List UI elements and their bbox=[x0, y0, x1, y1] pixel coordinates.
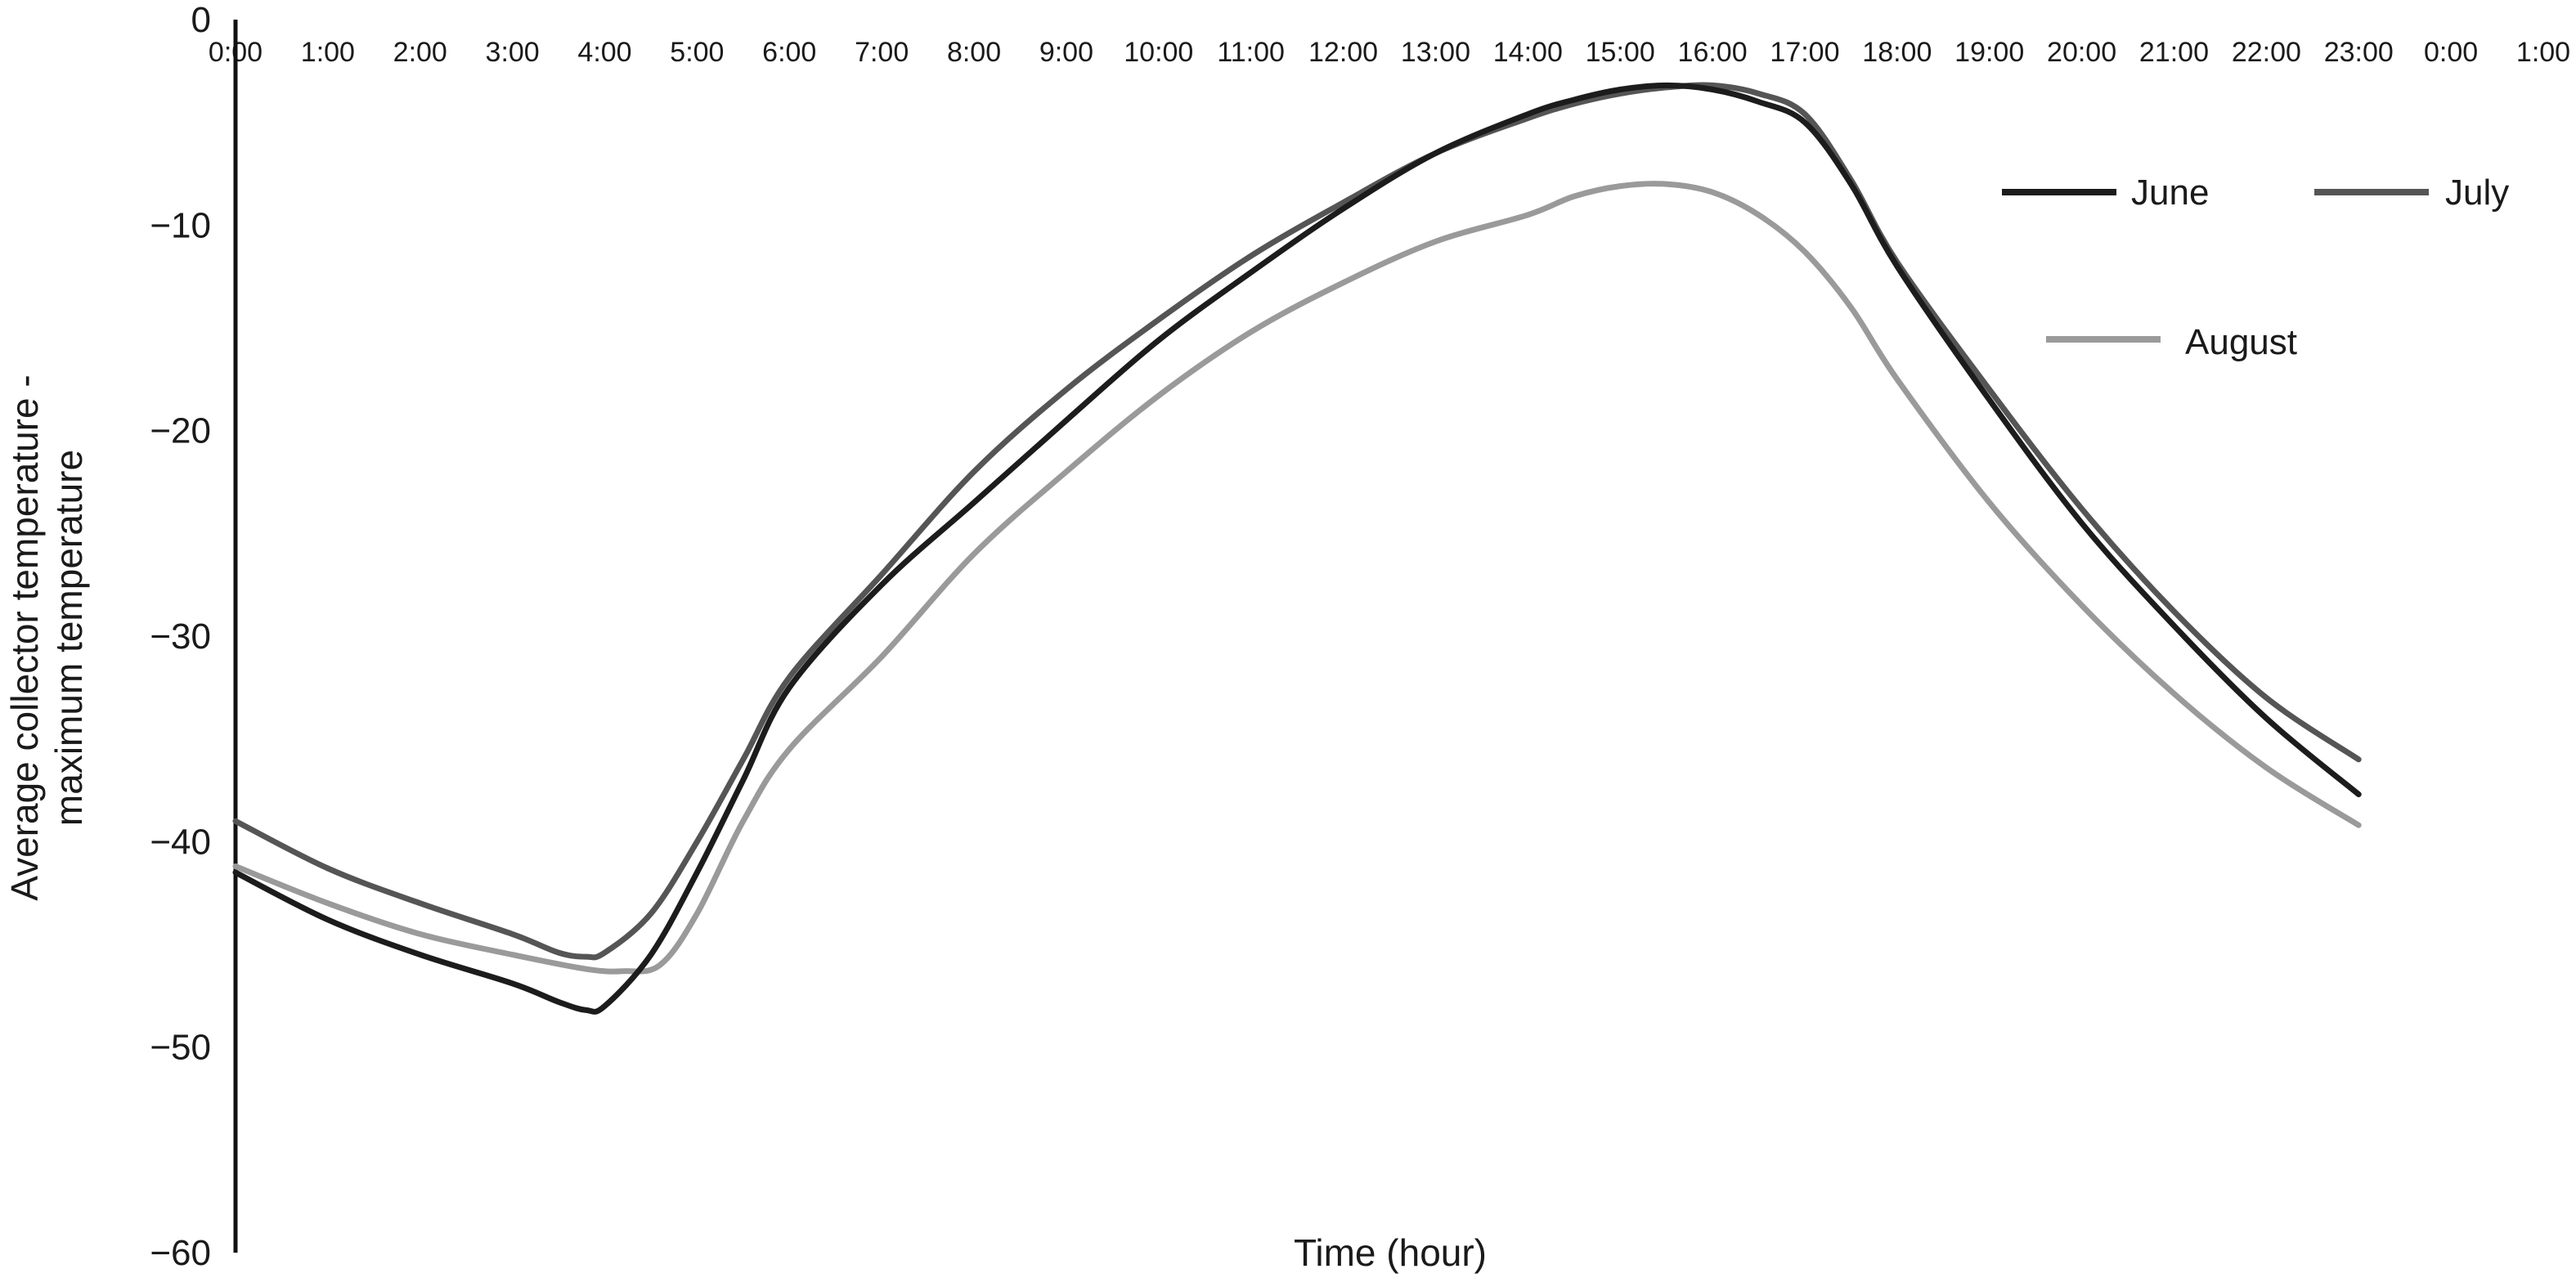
x-tick-label: 23:00 bbox=[2324, 37, 2394, 68]
x-tick-label: 9:00 bbox=[1039, 37, 1093, 68]
legend-item-june: June bbox=[2002, 173, 2209, 213]
x-tick-label: 20:00 bbox=[2047, 37, 2116, 68]
x-tick-label: 11:00 bbox=[1217, 37, 1285, 68]
series-line-july bbox=[232, 82, 2362, 961]
x-tick-label: 10:00 bbox=[1124, 37, 1193, 68]
x-axis-title: Time (hour) bbox=[1294, 1231, 1487, 1274]
y-axis-title-line-1: Average collector temperature - bbox=[3, 374, 46, 900]
x-tick-label: 18:00 bbox=[1862, 37, 1932, 68]
x-tick-label: 4:00 bbox=[577, 37, 631, 68]
x-tick-label: 2:00 bbox=[393, 37, 447, 68]
y-tick-label: −60 bbox=[150, 1233, 211, 1273]
x-tick-label: 19:00 bbox=[1954, 37, 2024, 68]
y-axis-title: Average collector temperature - maximum … bbox=[3, 374, 90, 900]
y-tick-label: −30 bbox=[150, 617, 211, 657]
y-axis-title-line-2: maximum temperature bbox=[47, 450, 90, 826]
y-tick-label: −40 bbox=[150, 822, 211, 862]
legend-item-august: August bbox=[2046, 322, 2297, 362]
x-tick-label: 1:00 bbox=[301, 37, 355, 68]
x-tick-label: 7:00 bbox=[855, 37, 909, 68]
x-tick-label: 6:00 bbox=[762, 37, 816, 68]
x-tick-label: 13:00 bbox=[1401, 37, 1470, 68]
legend-label-july: July bbox=[2445, 173, 2509, 213]
x-tick-label: 8:00 bbox=[947, 37, 1001, 68]
y-tick-label: −50 bbox=[150, 1028, 211, 1068]
x-tick-label: 12:00 bbox=[1308, 37, 1378, 68]
y-tick-label: 0 bbox=[191, 0, 211, 40]
series-lines bbox=[232, 82, 2362, 1015]
x-tick-label: 5:00 bbox=[670, 37, 724, 68]
x-tick-label: 22:00 bbox=[2232, 37, 2301, 68]
legend: June July August bbox=[2002, 173, 2509, 362]
x-tick-label: 17:00 bbox=[1770, 37, 1839, 68]
x-tick-label: 1:00 bbox=[2516, 37, 2570, 68]
series-line-august bbox=[232, 181, 2362, 975]
x-tick-labels: 0:00 1:00 2:00 3:00 4:00 5:00 6:00 7:00 8:00 9:00… bbox=[209, 37, 2570, 68]
y-tick-labels: 0 −10 −20 −30 −40 −50 −60 bbox=[150, 0, 211, 1273]
legend-label-august: August bbox=[2185, 322, 2297, 362]
x-tick-label: 15:00 bbox=[1586, 37, 1655, 68]
x-tick-label: 21:00 bbox=[2139, 37, 2209, 68]
x-tick-label: 0:00 bbox=[2424, 37, 2478, 68]
legend-item-july: July bbox=[2314, 173, 2509, 213]
legend-label-june: June bbox=[2131, 173, 2209, 213]
x-tick-label: 14:00 bbox=[1493, 37, 1563, 68]
y-tick-label: −10 bbox=[150, 205, 211, 245]
series-line-june bbox=[232, 82, 2362, 1015]
y-tick-label: −20 bbox=[150, 411, 211, 451]
x-tick-label: 16:00 bbox=[1678, 37, 1748, 68]
x-tick-label: 3:00 bbox=[486, 37, 540, 68]
